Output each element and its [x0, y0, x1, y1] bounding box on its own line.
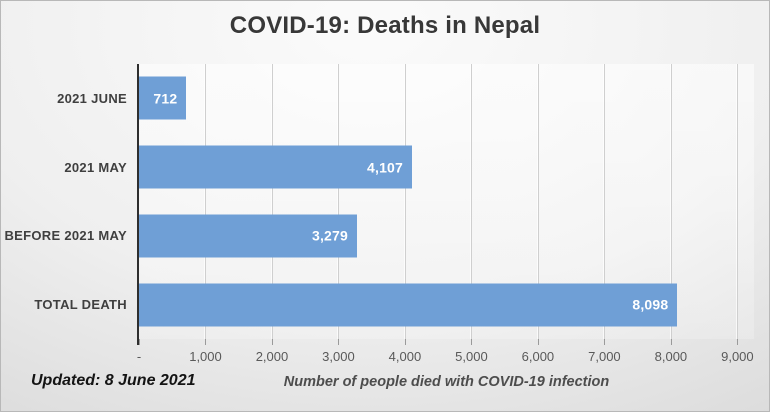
bar-value-label: 3,279: [311, 227, 348, 244]
gridline: [537, 64, 539, 339]
x-tick-labels: - 1,000 2,000 3,000 4,000 5,000 6,000 7,000 8,00…: [136, 349, 754, 365]
plot-area: 712 4,107 3,279 8,098: [139, 64, 754, 339]
x-tick-label: 4,000: [388, 349, 422, 364]
x-axis-title: Number of people died with COVID-19 infe…: [283, 374, 610, 390]
x-tick-label: 1,000: [189, 349, 222, 364]
x-axis-tickmark: [271, 339, 273, 345]
gridline: [471, 64, 473, 339]
x-axis-tickmark: [471, 339, 473, 345]
x-tick-label: 7,000: [588, 349, 621, 364]
x-axis-tickmark: [139, 339, 140, 345]
x-axis-tickmark: [737, 339, 739, 345]
x-tick-label: 2,000: [255, 349, 289, 364]
gridline: [670, 64, 672, 339]
bar: 712: [139, 76, 187, 120]
x-tick-label: 6,000: [521, 349, 555, 364]
gridline: [205, 64, 207, 339]
x-tick-label: 5,000: [455, 349, 488, 364]
category-label: 2021 MAY: [64, 159, 127, 175]
bar-row: 4,107: [139, 133, 754, 202]
x-tick-label: 9,000: [721, 349, 754, 364]
bar-value-label: 8,098: [632, 296, 669, 313]
x-axis-tickmark: [338, 339, 340, 345]
category-label: 2021 JUNE: [57, 90, 127, 106]
x-axis-tickmark: [670, 339, 672, 345]
x-axis-tickmarks: [139, 339, 754, 345]
bar-row: 8,098: [139, 270, 754, 339]
gridline: [271, 64, 273, 339]
gridline: [404, 64, 406, 339]
x-tick-label: 8,000: [654, 349, 688, 364]
gridline: [338, 64, 340, 339]
bar-value-label: 712: [153, 90, 178, 107]
gridlines: [139, 64, 754, 339]
category-labels: 2021 JUNE 2021 MAY BEFORE 2021 MAY TOTAL DE…: [1, 64, 127, 339]
gridline: [737, 64, 739, 339]
category-label: TOTAL DEATH: [34, 297, 127, 313]
x-axis-tickmark: [404, 339, 406, 345]
x-tick-label: -: [136, 349, 142, 364]
bar-value-label: 4,107: [367, 159, 404, 176]
bar-row: 712: [139, 64, 754, 133]
category-label: BEFORE 2021 MAY: [4, 228, 127, 244]
bar: 8,098: [139, 283, 678, 327]
updated-note: Updated: 8 June 2021: [31, 372, 196, 389]
x-axis-tickmark: [604, 339, 606, 345]
y-axis-line: [137, 64, 139, 345]
bar: 4,107: [139, 145, 413, 189]
bar-row: 3,279: [139, 202, 754, 271]
x-axis-tickmark: [205, 339, 207, 345]
bars: 712 4,107 3,279 8,098: [139, 64, 754, 339]
chart-title: COVID-19: Deaths in Nepal: [229, 12, 541, 39]
x-tick-label: 3,000: [322, 349, 355, 364]
x-axis-tickmark: [537, 339, 539, 345]
bar: 3,279: [139, 214, 357, 258]
gridline: [604, 64, 606, 339]
